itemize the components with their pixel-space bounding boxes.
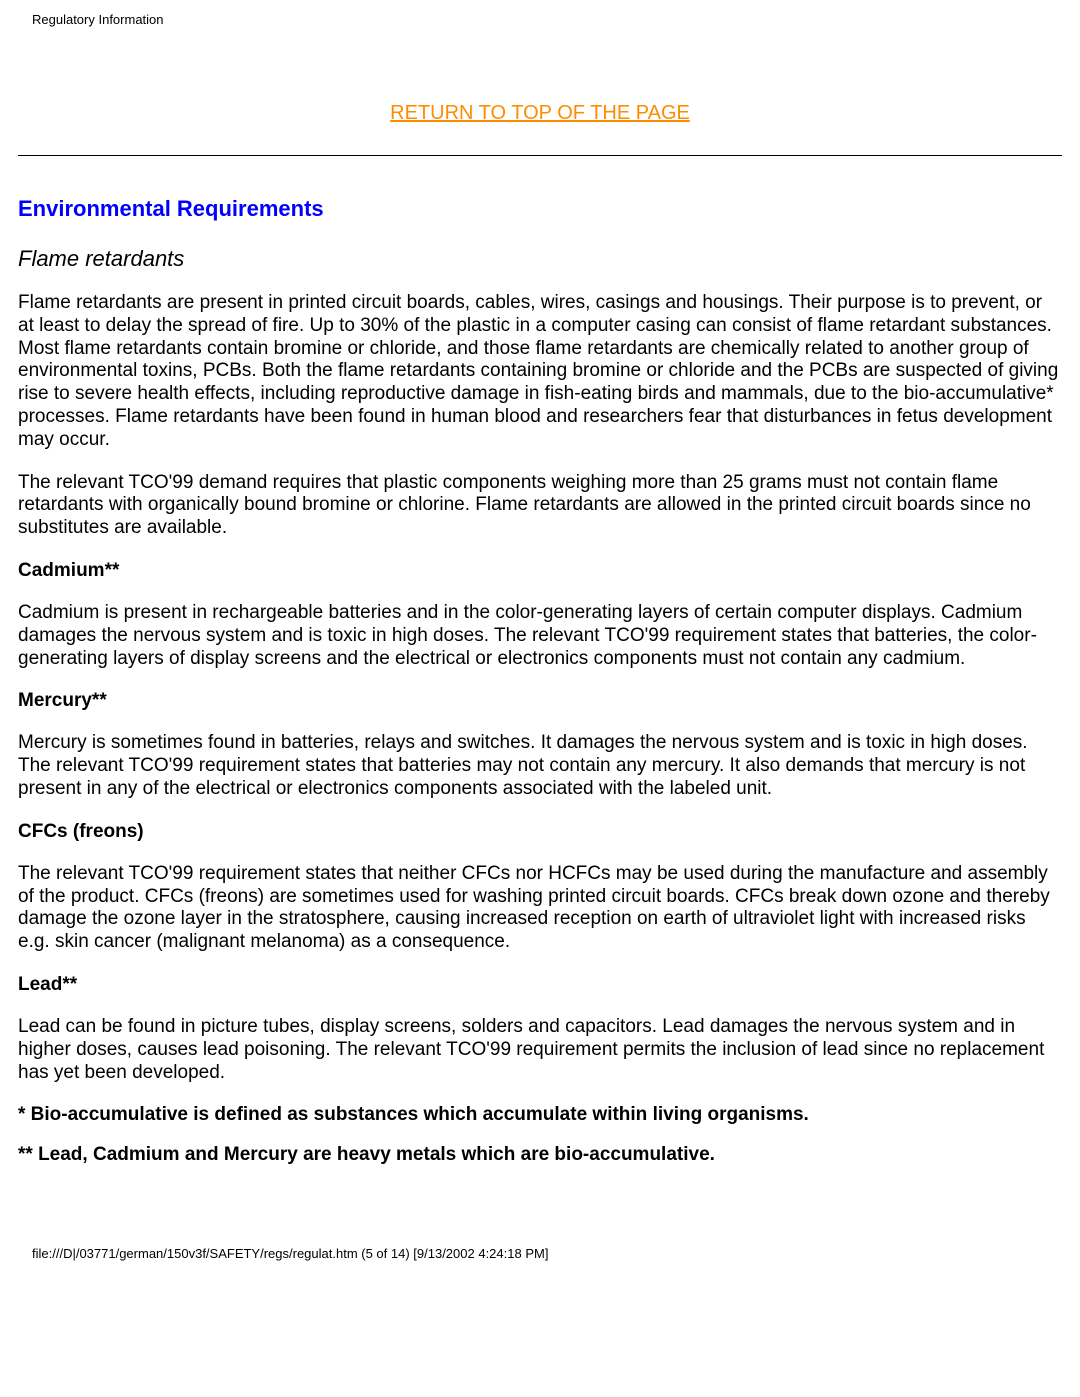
lead-para: Lead can be found in picture tubes, disp…: [18, 1016, 1062, 1084]
cadmium-para: Cadmium is present in rechargeable batte…: [18, 602, 1062, 670]
page-header-title: Regulatory Information: [0, 0, 1080, 27]
divider: [18, 155, 1062, 156]
return-top-container: RETURN TO TOP OF THE PAGE: [18, 102, 1062, 125]
flame-retardants-para2: The relevant TCO'99 demand requires that…: [18, 472, 1062, 540]
flame-retardants-para1: Flame retardants are present in printed …: [18, 292, 1062, 452]
main-content: RETURN TO TOP OF THE PAGE Environmental …: [0, 102, 1080, 1166]
lead-heading: Lead**: [18, 974, 1062, 996]
return-top-link[interactable]: RETURN TO TOP OF THE PAGE: [390, 102, 690, 124]
cadmium-heading: Cadmium**: [18, 560, 1062, 582]
footnote-bioaccumulative: * Bio-accumulative is defined as substan…: [18, 1104, 1062, 1126]
page-footer: file:///D|/03771/german/150v3f/SAFETY/re…: [0, 1246, 1080, 1261]
footnote-heavy-metals: ** Lead, Cadmium and Mercury are heavy m…: [18, 1144, 1062, 1166]
mercury-heading: Mercury**: [18, 690, 1062, 712]
section-heading-environmental: Environmental Requirements: [18, 196, 1062, 222]
mercury-para: Mercury is sometimes found in batteries,…: [18, 732, 1062, 800]
cfcs-para: The relevant TCO'99 requirement states t…: [18, 863, 1062, 954]
subsection-flame-retardants: Flame retardants: [18, 246, 1062, 272]
cfcs-heading: CFCs (freons): [18, 821, 1062, 843]
